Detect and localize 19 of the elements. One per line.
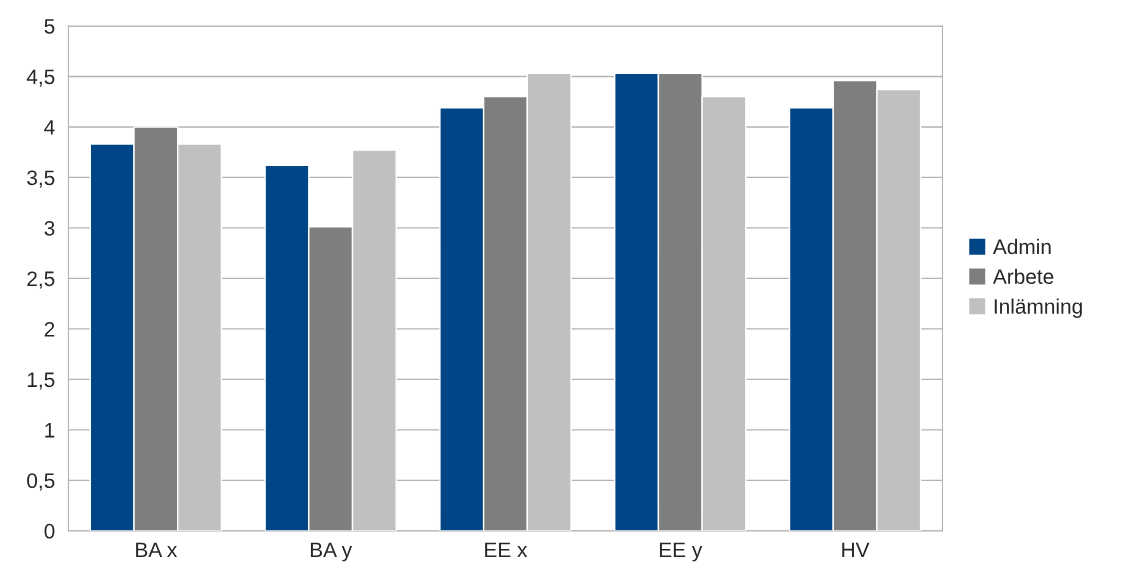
y-tick-label: 1 [45,423,55,438]
x-tick-label: EE x [485,542,528,558]
x-tick-label: BA y [310,542,353,562]
y-tick-label: 5 [44,19,55,34]
x-tick-label: BA x [136,542,178,558]
y-tick-label: 4 [44,120,55,135]
y-tick-label: 0 [44,523,55,539]
x-tick-label: HV [842,542,870,558]
y-tick-label: 3,5 [27,170,55,188]
legend-label: Inlämning [994,298,1082,318]
y-tick-label: 3 [44,220,55,236]
y-tick-label: 2,5 [27,271,55,289]
legend-label: Admin [992,238,1051,255]
y-tick-label: 2 [44,321,55,337]
x-tick-label: EE y [659,542,703,562]
legend-label: Arbete [992,268,1054,284]
y-tick-label: 1,5 [27,372,55,390]
y-tick-label: 4,5 [26,69,55,87]
y-tick-label: 0,5 [27,473,55,491]
